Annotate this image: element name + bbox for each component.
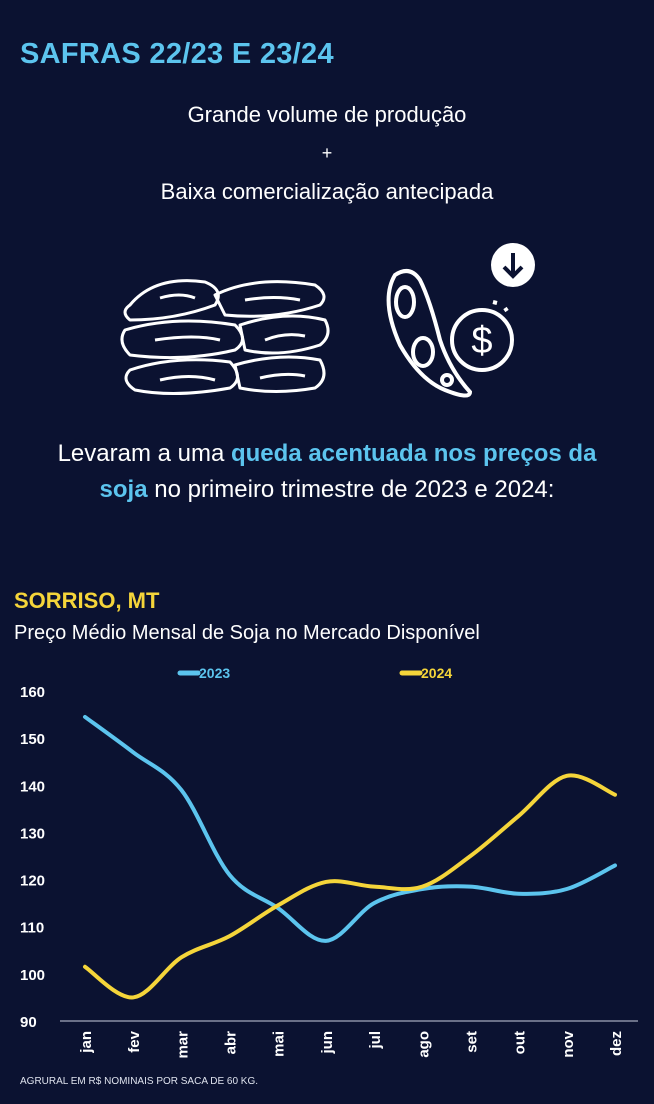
x-tick-label: nov bbox=[560, 1030, 577, 1057]
lead-part-1: Levaram a uma bbox=[57, 440, 231, 467]
lead-text: Levaram a uma queda acentuada nos preços… bbox=[40, 436, 614, 508]
y-tick-label: 90 bbox=[20, 1014, 37, 1031]
page-title: SAFRAS 22/23 E 23/24 bbox=[20, 38, 334, 70]
chart-title: Preço Médio Mensal de Soja no Mercado Di… bbox=[14, 622, 480, 644]
arrow-down-icon bbox=[491, 243, 535, 287]
lead-part-2: no primeiro trimestre de 2023 e 2024: bbox=[147, 476, 555, 503]
subtitle-line-1: Grande volume de produção bbox=[187, 102, 467, 127]
y-tick-label: 130 bbox=[20, 825, 45, 842]
x-tick-label: jun bbox=[319, 1031, 336, 1055]
y-tick-label: 100 bbox=[20, 967, 45, 984]
sacks-icon bbox=[120, 279, 330, 396]
x-tick-label: fev bbox=[126, 1030, 143, 1052]
x-tick-label: jan bbox=[78, 1031, 95, 1054]
series-line-2024 bbox=[83, 773, 617, 1000]
x-tick-label: dez bbox=[608, 1031, 625, 1056]
line-chart: 160 150 140 130 120 110 100 90 jan fev mar abr mai ju… bbox=[20, 665, 638, 1059]
x-tick-label: mai bbox=[271, 1031, 288, 1057]
x-tick-label: jul bbox=[367, 1031, 384, 1050]
y-tick-label: 140 bbox=[20, 778, 45, 795]
x-tick-label: out bbox=[512, 1031, 529, 1054]
legend-label-2023: 2023 bbox=[199, 665, 230, 681]
x-tick-label: mar bbox=[174, 1031, 191, 1059]
chart-source: AGRURAL EM R$ NOMINAIS POR SACA DE 60 KG… bbox=[20, 1076, 259, 1087]
series-line-2023 bbox=[83, 714, 617, 943]
y-tick-label: 110 bbox=[20, 920, 44, 937]
location-label: SORRISO, MT bbox=[14, 588, 160, 613]
x-tick-label: ago bbox=[415, 1031, 432, 1058]
soybean-pod-icon bbox=[386, 269, 473, 398]
plus-sign: + bbox=[321, 143, 333, 163]
svg-text:$: $ bbox=[471, 320, 492, 362]
x-tick-label: abr bbox=[223, 1031, 240, 1055]
subtitle-line-2: Baixa comercialização antecipada bbox=[160, 179, 494, 204]
x-tick-label: set bbox=[463, 1031, 480, 1053]
y-tick-label: 160 bbox=[20, 684, 45, 701]
lead-highlight: queda acentuada nos preços da soja bbox=[99, 440, 597, 503]
dollar-coin-icon: $ bbox=[450, 300, 514, 372]
y-tick-label: 120 bbox=[20, 873, 45, 890]
y-tick-label: 150 bbox=[20, 731, 45, 748]
legend-label-2024: 2024 bbox=[421, 665, 452, 681]
